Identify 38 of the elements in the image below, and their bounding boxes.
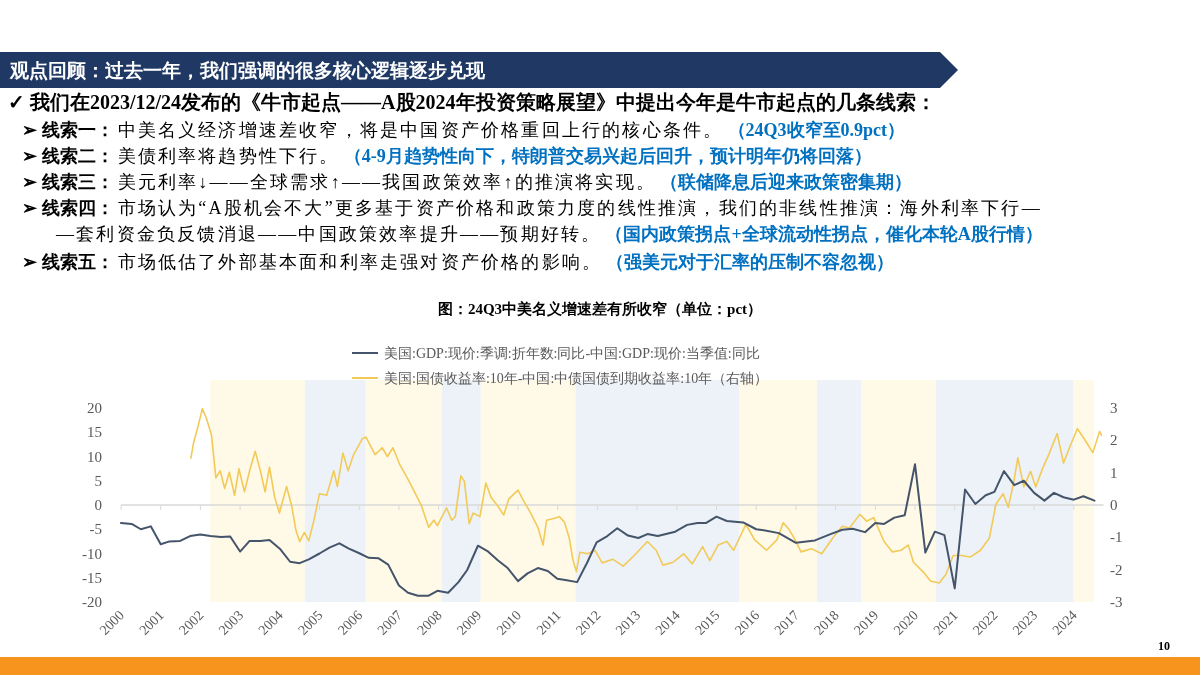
text: （24Q3收窄至0.9pct） bbox=[727, 120, 905, 140]
text: ➢ 线索二： bbox=[22, 146, 114, 166]
y-tick-label: 10 bbox=[87, 448, 102, 465]
text: 中美名义经济增速差收窄，将是中国资产价格重回上行的核心条件。 bbox=[117, 120, 724, 140]
y-tick-label: -10 bbox=[82, 545, 102, 562]
y-tick-label: -20 bbox=[82, 594, 102, 610]
y2-tick-label: 3 bbox=[1110, 400, 1118, 416]
text: （4-9月趋势性向下，特朗普交易兴起后回升，预计明年仍将回落） bbox=[343, 146, 872, 166]
y-tick-label: -5 bbox=[89, 521, 102, 538]
y-tick-label: 0 bbox=[94, 497, 102, 513]
text: （联储降息后迎来政策密集期） bbox=[660, 172, 913, 192]
y2-tick-label: 1 bbox=[1110, 464, 1118, 481]
y2-tick-label: 0 bbox=[1110, 497, 1118, 513]
y2-tick-label: -3 bbox=[1110, 594, 1123, 610]
text: ➢ 线索四： bbox=[22, 198, 114, 218]
text: 市场低估了外部基本面和利率走强对资产价格的影响。 bbox=[117, 252, 603, 272]
y2-tick-label: 2 bbox=[1110, 432, 1118, 449]
y-tick-label: 20 bbox=[87, 400, 102, 416]
y2-tick-label: -1 bbox=[1110, 529, 1123, 546]
y-tick-label: 5 bbox=[94, 472, 102, 489]
text: ➢ 线索一： bbox=[22, 120, 114, 140]
text: 美债利率将趋势性下行。 bbox=[117, 146, 340, 166]
text: 10 bbox=[1158, 639, 1170, 653]
y-tick-label: 15 bbox=[87, 424, 102, 441]
chart-title: 图：24Q3中美名义增速差有所收窄（单位：pct） bbox=[437, 300, 763, 317]
y2-tick-label: -2 bbox=[1110, 561, 1123, 578]
legend-label: 美国:国债收益率:10年-中国:中债国债到期收益率:10年（右轴） bbox=[384, 371, 769, 386]
text: ✓ 我们在2023/12/24发布的《牛市起点——A股2024年投资策略展望》中提出今年是牛市起点的几条线索： bbox=[8, 91, 936, 113]
text: ➢ 线索五： bbox=[22, 252, 114, 272]
text: ➢ 线索三： bbox=[22, 172, 114, 192]
text: （强美元对于汇率的压制不容忽视） bbox=[606, 252, 895, 272]
legend-label: 美国:GDP:现价:季调:折年数:同比-中国:GDP:现价:当季值:同比 bbox=[384, 346, 760, 361]
text: 观点回顾：过去一年，我们强调的很多核心逻辑逐步兑现 bbox=[9, 60, 486, 81]
text: 美元利率↓——全球需求↑——我国政策效率↑的推演将实现。 bbox=[117, 172, 657, 192]
y-tick-label: -15 bbox=[82, 569, 102, 586]
text: 市场认为“A股机会不大”更多基于资产价格和政策力度的线性推演，我们的非线性推演：海外利率下行— bbox=[117, 198, 1042, 218]
text: —套利资金负反馈消退——中国政策效率提升——预期好转。 bbox=[55, 224, 602, 244]
text: （国内政策拐点+全球流动性拐点，催化本轮A股行情） bbox=[605, 224, 1043, 244]
